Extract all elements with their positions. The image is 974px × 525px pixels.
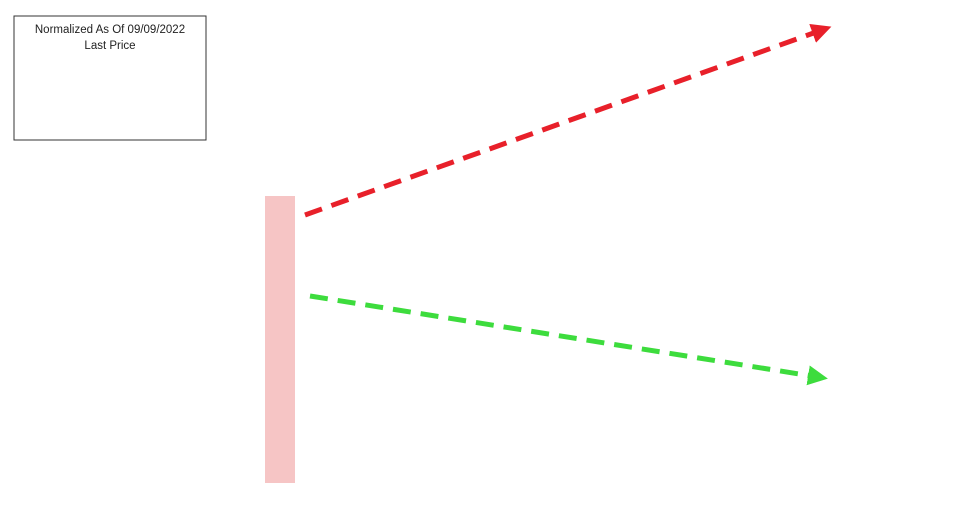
- highlight-band: [265, 196, 295, 483]
- trend-arrow: [304, 23, 832, 218]
- legend-box: [13, 15, 207, 141]
- legend-subtitle: Last Price: [84, 40, 135, 52]
- trend-arrow: [309, 293, 828, 386]
- legend-title: Normalized As Of 09/09/2022: [35, 24, 185, 36]
- legend: Normalized As Of 09/09/2022 Last Price: [13, 15, 207, 141]
